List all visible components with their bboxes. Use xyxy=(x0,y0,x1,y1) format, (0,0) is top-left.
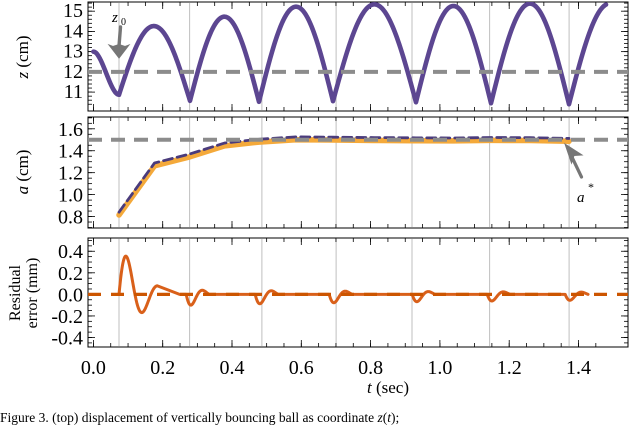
svg-text:1.2: 1.2 xyxy=(497,357,522,379)
svg-text:1.4: 1.4 xyxy=(566,357,591,379)
svg-text:0.4: 0.4 xyxy=(220,357,245,379)
svg-text:Figure 3. (top) displacement o: Figure 3. (top) displacement of vertical… xyxy=(0,410,399,425)
svg-text:*: * xyxy=(588,180,594,194)
svg-text:1.2: 1.2 xyxy=(58,163,83,185)
svg-text:15: 15 xyxy=(63,0,83,22)
svg-text:error (mm): error (mm) xyxy=(24,258,41,329)
svg-text:1.6: 1.6 xyxy=(58,119,83,141)
svg-text:0.2: 0.2 xyxy=(150,357,175,379)
svg-text:14: 14 xyxy=(63,20,83,42)
svg-text:a (cm): a (cm) xyxy=(13,150,32,195)
svg-text:0.0: 0.0 xyxy=(81,357,106,379)
svg-text:0.8: 0.8 xyxy=(358,357,383,379)
svg-text:0.8: 0.8 xyxy=(58,207,83,229)
svg-text:12: 12 xyxy=(63,61,83,83)
svg-text:13: 13 xyxy=(63,41,83,63)
svg-text:-0.4: -0.4 xyxy=(51,328,83,350)
svg-text:-0.2: -0.2 xyxy=(51,306,83,328)
svg-text:t (sec): t (sec) xyxy=(367,378,409,397)
svg-text:1.0: 1.0 xyxy=(58,185,83,207)
svg-text:Residual: Residual xyxy=(7,264,24,321)
svg-text:0.0: 0.0 xyxy=(58,284,83,306)
svg-text:0.4: 0.4 xyxy=(58,241,83,263)
svg-text:0.6: 0.6 xyxy=(289,357,314,379)
svg-text:11: 11 xyxy=(64,81,83,103)
svg-text:0.2: 0.2 xyxy=(58,263,83,285)
svg-text:z: z xyxy=(111,10,118,26)
svg-text:1.4: 1.4 xyxy=(58,141,83,163)
svg-text:a: a xyxy=(577,190,585,206)
svg-text:1.0: 1.0 xyxy=(427,357,452,379)
svg-text:z (cm): z (cm) xyxy=(13,36,32,80)
